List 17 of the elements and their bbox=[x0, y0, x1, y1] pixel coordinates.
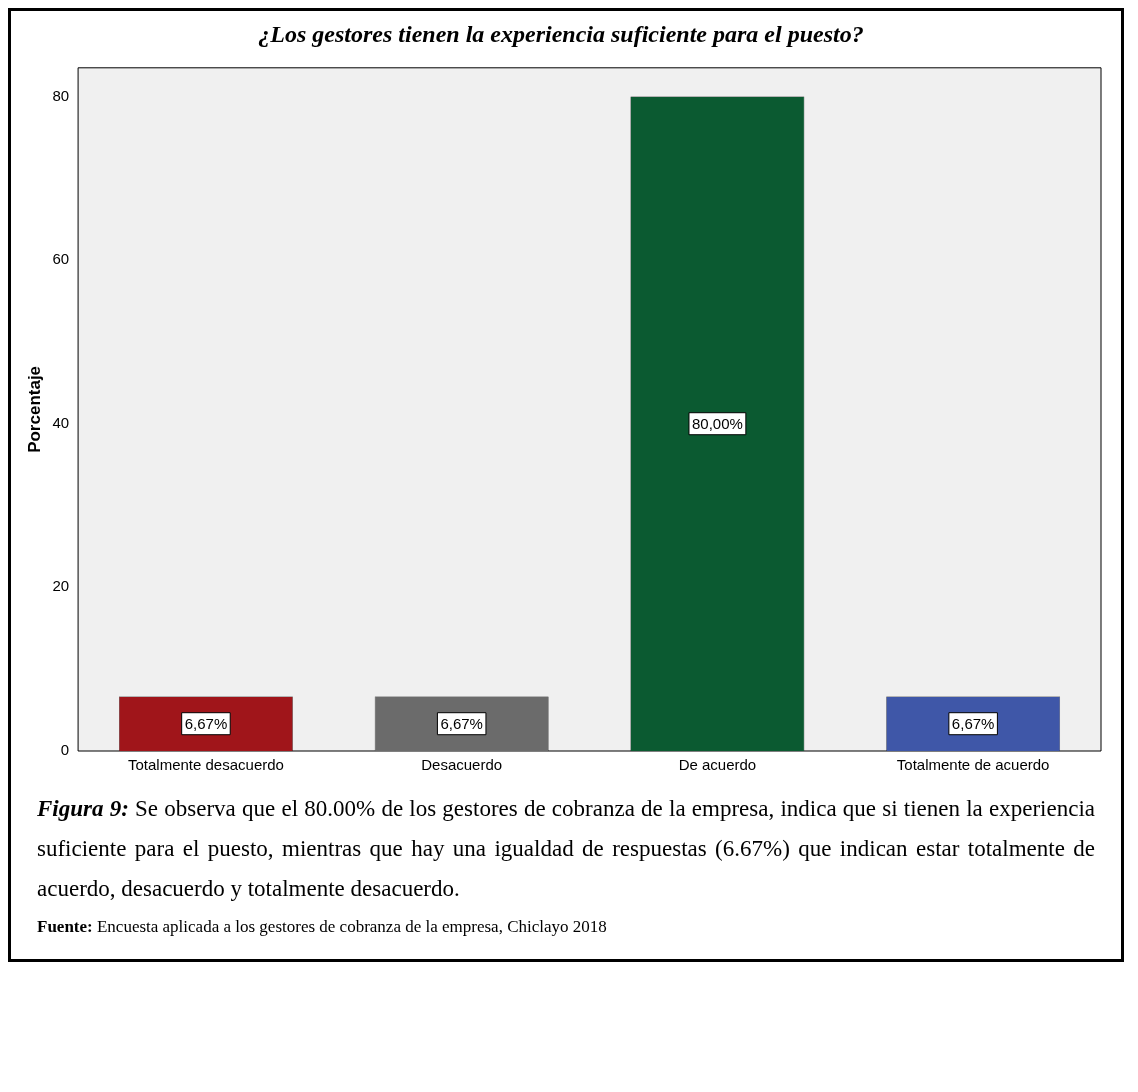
chart-title: ¿Los gestores tienen la experiencia suficiente para el puesto? bbox=[258, 20, 864, 47]
data-label: 80,00% bbox=[691, 414, 743, 432]
text: Figura 9: Se observa que el 80.00% de los gestores de cobranza de la empresa, indica que si tienen la experiencia suficiente para el puesto, mientras que hay una igualdad de respuestas (6.67%) que indican estar totalmente de acuerdo, desacuerdo y totalmente desacuerdo. bbox=[37, 796, 1095, 901]
data-label: 6,67% bbox=[951, 714, 995, 732]
x-tick-label: Desacuerdo bbox=[421, 756, 503, 774]
x-tick-label: Totalmente de acuerdo bbox=[896, 756, 1050, 774]
source-note: Fuente: Encuesta aplicada a los gestores de cobranza de la empresa, Chiclayo 2018 bbox=[37, 917, 607, 936]
y-axis-title: Porcentaje bbox=[24, 365, 44, 453]
x-tick-label: Totalmente desacuerdo bbox=[127, 756, 284, 774]
data-label: 6,67% bbox=[184, 714, 228, 732]
y-tick-label: 20 bbox=[52, 577, 70, 595]
x-tick-label: De acuerdo bbox=[678, 756, 757, 774]
y-tick-label: 60 bbox=[52, 250, 70, 268]
data-label: 6,67% bbox=[440, 714, 483, 732]
y-tick-label: 40 bbox=[52, 413, 70, 431]
y-tick-label: 80 bbox=[52, 86, 70, 104]
y-tick-label: 0 bbox=[60, 741, 70, 759]
